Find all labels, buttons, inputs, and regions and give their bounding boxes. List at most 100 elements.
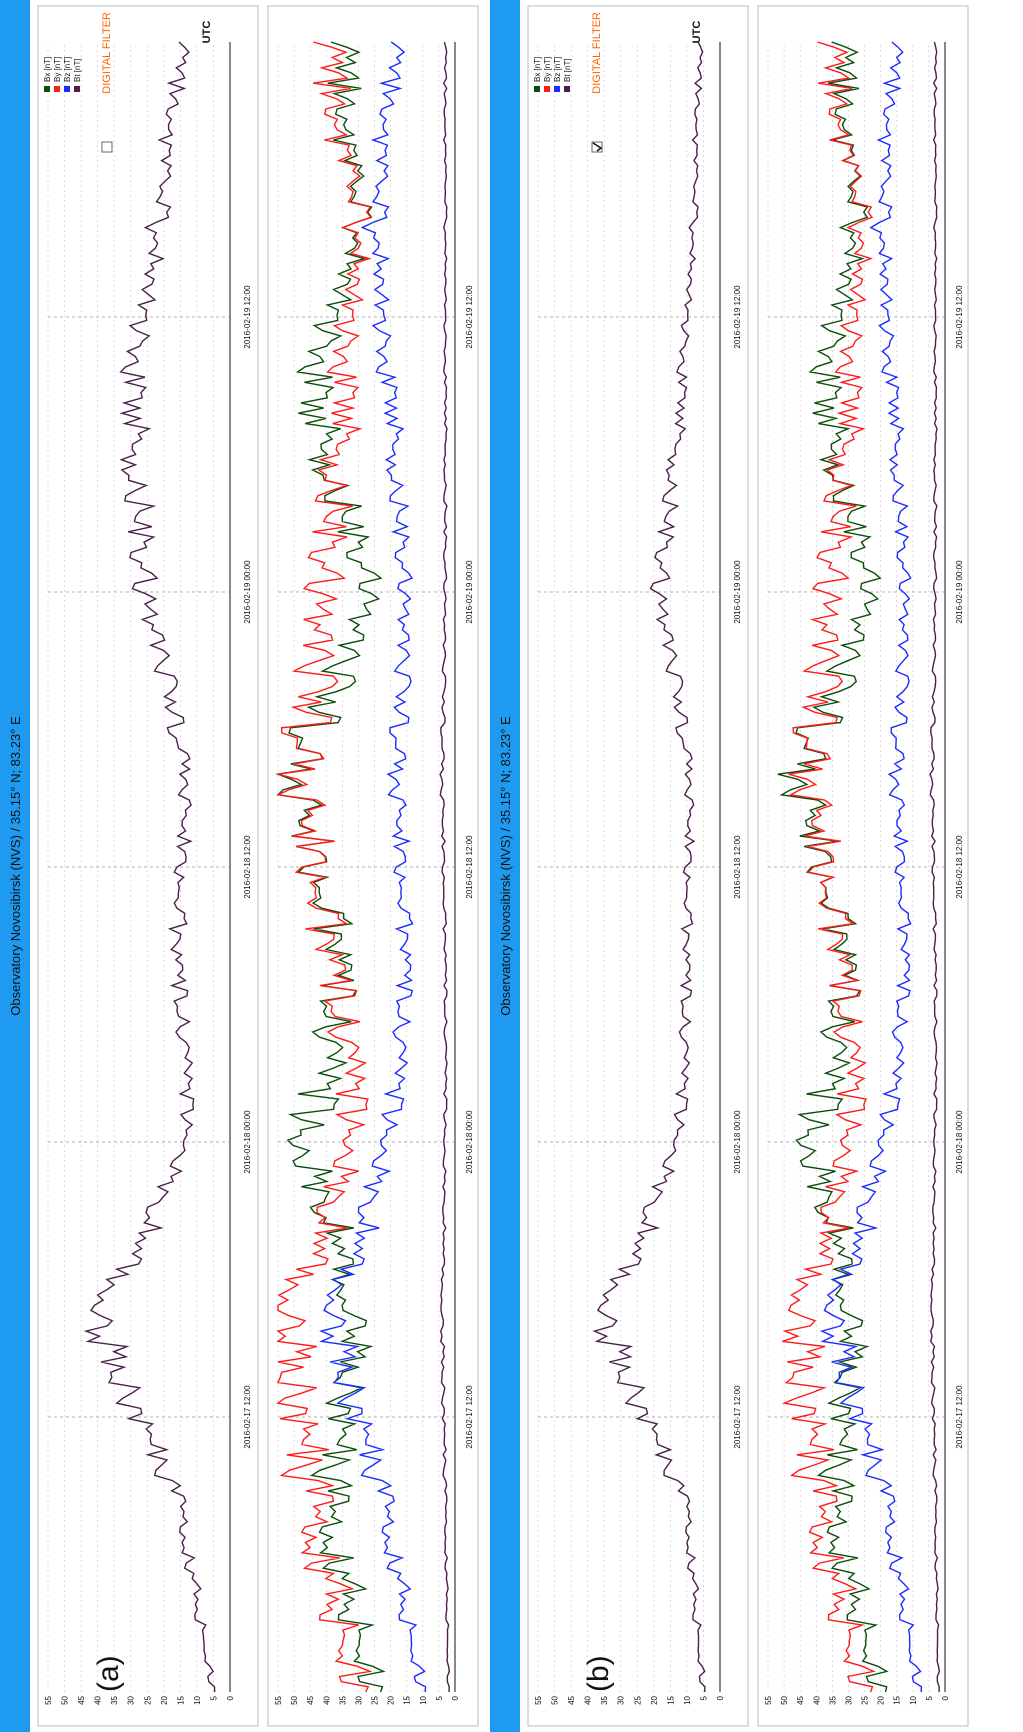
y-tick-label: 25 [633,1695,642,1704]
y-tick-label: 40 [584,1695,593,1704]
x-tick-label: 2016-02-17 12:00 [955,1385,964,1449]
y-tick-label: 35 [600,1695,609,1704]
upper-plot-frame [527,5,749,1727]
panel-label-b: (b) [582,1655,615,1692]
x-tick-label: 2016-02-19 12:00 [733,285,742,349]
lower-plot-frame [267,5,479,1727]
lower-plot-frame [757,5,969,1727]
y-ticks-lower-b: 55 50 45 40 35 30 25 20 15 10 5 0 [764,1695,950,1704]
plot-a-upper: 2016-02-17 12:00 2016-02-18 00:00 2016-02-… [47,41,252,1693]
legend-swatch [564,86,570,92]
legend-label: Bx [nT] [43,57,52,82]
y-tick-label: 50 [780,1695,789,1704]
x-tick-label: 2016-02-18 00:00 [243,1110,252,1174]
legend-swatch [544,86,550,92]
plot-b-lower: 2016-02-17 12:00 2016-02-18 00:00 2016-02-… [767,41,964,1693]
y-tick-label: 5 [925,1695,934,1700]
legend-label: Bt [nT] [73,58,82,82]
legend-b: Bx [nT] By [nT] Bz [nT] Bt [nT] [533,57,572,92]
x-tick-label: 2016-02-18 00:00 [955,1110,964,1174]
y-tick-label: 5 [209,1695,218,1700]
y-tick-label: 55 [274,1695,283,1704]
title-bar [0,0,30,1732]
series-line [592,41,706,1693]
x-tick-label: 2016-02-17 12:00 [465,1385,474,1449]
y-tick-label: 10 [683,1695,692,1704]
y-tick-label: 50 [61,1695,70,1704]
legend-swatch [44,86,50,92]
plot-a-lower: 2016-02-17 12:00 2016-02-18 00:00 2016-02-… [275,41,474,1693]
y-tick-label: 25 [861,1695,870,1704]
y-tick-label: 40 [322,1695,331,1704]
x-tick-label: 2016-02-19 12:00 [465,285,474,349]
upper-plot-frame [37,5,259,1727]
y-tick-label: 40 [812,1695,821,1704]
legend-label: By [nT] [53,57,62,82]
series-line [781,41,876,1693]
series-line [275,41,373,1693]
series-line [777,41,889,1693]
x-tick-label: 2016-02-18 00:00 [465,1110,474,1174]
y-tick-label: 50 [290,1695,299,1704]
x-tick-label: 2016-02-19 00:00 [733,560,742,624]
x-tick-label: 2016-02-18 12:00 [955,835,964,899]
x-tick-label: 2016-02-19 12:00 [955,285,964,349]
y-tick-label: 55 [44,1695,53,1704]
y-tick-label: 45 [796,1695,805,1704]
legend-label: Bz [nT] [553,57,562,82]
legend-label: Bx [nT] [533,57,542,82]
digital-filter-label: DIGITAL FILTER [591,12,603,94]
y-tick-label: 25 [143,1695,152,1704]
panel-title: Observatory Novosibirsk (NVS) / 35.15° N… [498,716,513,1016]
plot-b-upper: 2016-02-17 12:00 2016-02-18 00:00 2016-02-… [537,41,742,1693]
y-tick-label: 10 [419,1695,428,1704]
utc-label: UTC [691,21,703,44]
legend-a: Bx [nT] By [nT] Bz [nT] Bt [nT] [43,57,82,92]
y-tick-label: 0 [451,1695,460,1700]
legend-swatch [534,86,540,92]
legend-label: By [nT] [543,57,552,82]
y-tick-label: 55 [764,1695,773,1704]
series-line [83,41,216,1693]
x-tick-label: 2016-02-19 12:00 [243,285,252,349]
x-tick-label: 2016-02-18 12:00 [243,835,252,899]
legend-swatch [554,86,560,92]
y-tick-label: 50 [551,1695,560,1704]
y-tick-label: 5 [699,1695,708,1700]
y-tick-label: 30 [354,1695,363,1704]
y-tick-label: 20 [877,1695,886,1704]
legend-swatch [54,86,60,92]
y-tick-label: 30 [127,1695,136,1704]
x-tick-label: 2016-02-19 00:00 [955,560,964,624]
legend-label: Bt [nT] [563,58,572,82]
x-tick-label: 2016-02-18 12:00 [465,835,474,899]
legend-swatch [74,86,80,92]
y-tick-label: 45 [567,1695,576,1704]
y-tick-label: 0 [226,1695,235,1700]
legend-swatch [64,86,70,92]
x-tick-label: 2016-02-17 12:00 [733,1385,742,1449]
y-tick-label: 30 [844,1695,853,1704]
y-tick-label: 25 [371,1695,380,1704]
digital-filter-checkbox[interactable] [101,141,113,153]
series-line [439,41,451,1693]
x-tick-label: 2016-02-19 00:00 [465,560,474,624]
panel-a: Observatory Novosibirsk (NVS) / 35.15° N… [0,0,479,1732]
panel-label-a: (a) [92,1655,125,1692]
y-ticks-upper-b: 55 50 45 40 35 30 25 20 15 10 5 0 [534,1695,725,1704]
series-line [819,41,923,1693]
y-tick-label: 35 [828,1695,837,1704]
y-tick-label: 15 [403,1695,412,1704]
digital-filter-label: DIGITAL FILTER [101,12,113,94]
y-tick-label: 35 [338,1695,347,1704]
y-tick-label: 20 [650,1695,659,1704]
y-tick-label: 35 [110,1695,119,1704]
x-tick-label: 2016-02-18 12:00 [733,835,742,899]
y-tick-label: 10 [909,1695,918,1704]
checkmark-icon [592,142,603,152]
y-tick-label: 40 [94,1695,103,1704]
y-tick-label: 20 [160,1695,169,1704]
title-bar [490,0,520,1732]
y-ticks-lower-a: 55 50 45 40 35 30 25 20 15 10 5 0 [274,1695,460,1704]
